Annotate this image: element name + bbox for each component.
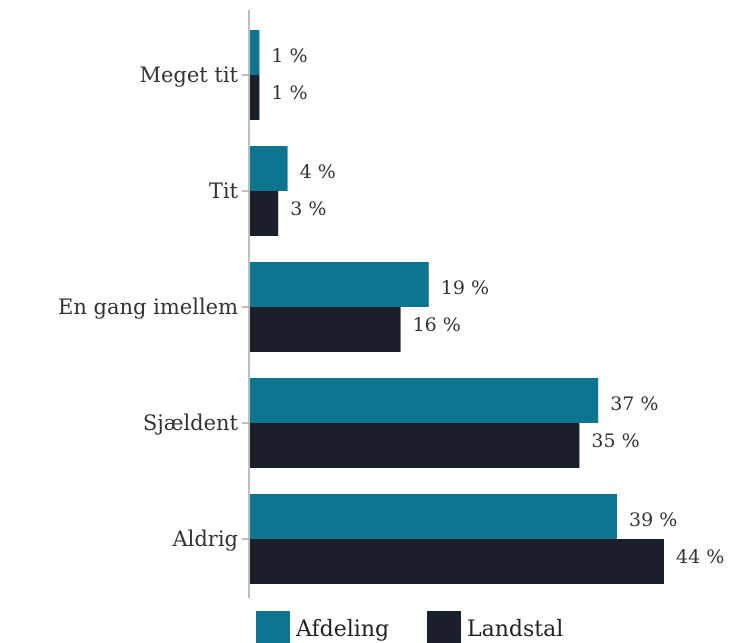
value-label-afdeling-sjaeldent: 37 %	[610, 393, 658, 415]
value-label-landstal-tit: 3 %	[290, 198, 326, 220]
category-label-meget-tit: Meget tit	[139, 63, 238, 87]
category-label-en-gang-imellem: En gang imellem	[58, 295, 238, 319]
value-label-afdeling-aldrig: 39 %	[629, 509, 677, 531]
bar-landstal-sjaeldent	[250, 423, 580, 468]
bar-landstal-aldrig	[250, 539, 664, 584]
bar-afdeling-tit	[250, 146, 288, 191]
bar-landstal-tit	[250, 191, 279, 236]
legend-label-landstal: Landstal	[467, 617, 563, 642]
category-label-aldrig: Aldrig	[171, 527, 238, 551]
value-label-afdeling-meget-tit: 1 %	[271, 45, 307, 67]
category-label-tit: Tit	[209, 179, 239, 203]
value-label-landstal-en-gang-imellem: 16 %	[413, 314, 461, 336]
bar-landstal-en-gang-imellem	[250, 307, 401, 352]
value-label-layer: 1 % 1 % 4 % 3 % 19 % 16 % 37 % 35 % 39 % 44 %	[271, 45, 724, 568]
legend: Afdeling Landstal	[256, 611, 563, 643]
bar-afdeling-sjaeldent	[250, 378, 599, 423]
value-label-landstal-meget-tit: 1 %	[271, 82, 307, 104]
bar-afdeling-en-gang-imellem	[250, 262, 429, 307]
value-label-landstal-sjaeldent: 35 %	[591, 430, 639, 452]
value-label-afdeling-en-gang-imellem: 19 %	[441, 277, 489, 299]
category-label-layer: Meget tit Tit En gang imellem Sjældent Aldri…	[58, 63, 239, 551]
value-label-afdeling-tit: 4 %	[300, 161, 336, 183]
legend-swatch-landstal	[427, 611, 461, 643]
value-label-landstal-aldrig: 44 %	[676, 546, 724, 568]
bar-landstal-meget-tit	[250, 75, 260, 120]
tick-layer	[242, 74, 249, 540]
legend-label-afdeling: Afdeling	[295, 617, 389, 642]
bar-afdeling-aldrig	[250, 494, 617, 539]
bar-layer	[250, 30, 664, 584]
legend-swatch-afdeling	[256, 611, 290, 643]
category-label-sjaeldent: Sjældent	[143, 411, 239, 435]
bar-afdeling-meget-tit	[250, 30, 260, 75]
